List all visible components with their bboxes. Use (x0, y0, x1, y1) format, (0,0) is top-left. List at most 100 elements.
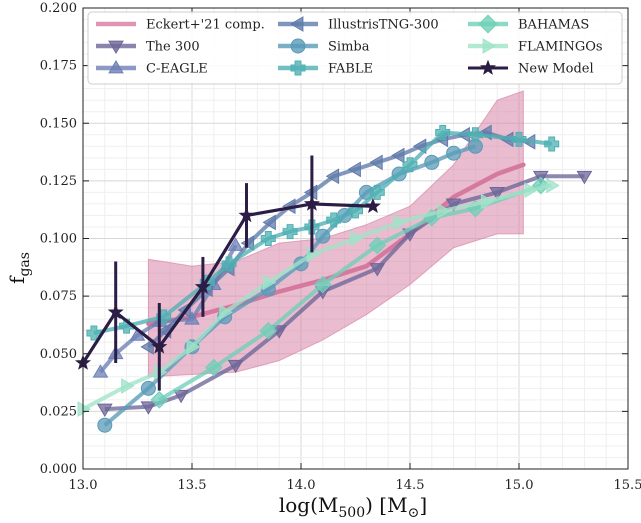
legend-label: C-EAGLE (146, 62, 208, 77)
point-illustristng-300 (140, 338, 154, 355)
point-flamingos (121, 378, 135, 394)
point-fable (221, 256, 237, 272)
point-new-model (303, 195, 320, 211)
legend-entry-the-300: The 300 (96, 40, 200, 55)
point-new-model (151, 338, 168, 354)
legend-swatch-marker (482, 38, 496, 54)
y-tick-label: 0.175 (40, 59, 77, 74)
legend-label: The 300 (146, 40, 200, 55)
point-illustristng-300 (369, 154, 383, 171)
point-fable (156, 309, 172, 325)
point-new-model (194, 278, 211, 294)
series-new-model (74, 155, 381, 391)
point-new-model (107, 303, 124, 320)
point-the-300 (173, 389, 189, 404)
point-new-model (238, 207, 255, 223)
legend-label: Eckert+'21 comp. (146, 18, 265, 33)
point-illustristng-300 (391, 147, 405, 164)
legend-swatch-marker (478, 14, 498, 34)
series-line-fable (93, 130, 552, 335)
legend-swatch-marker (290, 60, 306, 76)
legend-entry-c-eagle: C-EAGLE (96, 60, 208, 77)
legend-swatch-marker (108, 40, 124, 54)
band-median-line (146, 162, 526, 327)
point-bahamas (313, 275, 332, 294)
x-tick-label: 15.5 (614, 478, 641, 493)
legend-entry-new-model: New Model (468, 59, 594, 77)
point-illustristng-300 (347, 161, 361, 178)
point-the-300 (96, 403, 113, 418)
point-fable (511, 131, 527, 147)
legend-swatch-marker (479, 59, 497, 75)
point-simba (424, 154, 440, 170)
point-fable (348, 203, 363, 219)
point-simba (446, 145, 462, 161)
point-simba (315, 228, 331, 244)
point-the-300 (576, 170, 593, 185)
series-the-300 (96, 170, 593, 418)
legend-label: BAHAMAS (518, 18, 589, 33)
point-flamingos (262, 274, 277, 291)
y-tick-label: 0.150 (40, 116, 77, 131)
point-new-model (364, 197, 381, 214)
point-the-300 (445, 198, 462, 212)
ticks: 13.0 13.5 14.0 14.5 15.0 15.5 0.000 0.025 0.050 0… (40, 1, 641, 493)
point-fable (282, 224, 298, 240)
legend-entry-simba: Simba (278, 38, 370, 55)
point-the-300 (140, 401, 157, 415)
x-tick-label: 13.5 (178, 478, 207, 493)
y-tick-label: 0.100 (40, 232, 77, 247)
point-fable (326, 212, 342, 228)
point-simba (140, 380, 156, 396)
legend-swatch-marker (108, 60, 124, 74)
point-fable (402, 157, 418, 173)
point-fable (260, 231, 276, 246)
y-tick-label: 0.200 (40, 1, 77, 16)
y-tick-label: 0.075 (40, 289, 77, 304)
point-flamingos (546, 177, 560, 194)
y-tick-label: 0.000 (40, 462, 77, 477)
point-flamingos (393, 214, 408, 231)
point-c-eagle (184, 311, 200, 325)
point-simba (97, 417, 113, 433)
x-tick-label: 14.5 (396, 478, 425, 493)
legend-label: IllustrisTNG-300 (328, 18, 439, 33)
point-fable (435, 124, 451, 140)
x-tick-label: 13.0 (69, 478, 98, 493)
point-illustristng-300 (262, 214, 276, 231)
point-fable (369, 184, 385, 200)
point-bahamas (259, 321, 278, 340)
legend-entry-eckert-21-comp-: Eckert+'21 comp. (96, 18, 265, 33)
point-flamingos (480, 193, 495, 210)
point-c-eagle (227, 237, 244, 251)
legend-label: New Model (518, 62, 594, 77)
point-fable (467, 127, 483, 143)
legend-swatch-marker (290, 38, 306, 54)
point-flamingos (437, 202, 451, 219)
point-the-300 (489, 187, 506, 201)
point-bahamas (150, 391, 169, 409)
legend-entry-illustristng-300: IllustrisTNG-300 (278, 16, 439, 33)
point-flamingos (350, 230, 364, 247)
point-flamingos (219, 304, 233, 321)
point-fable (544, 136, 560, 152)
point-flamingos (186, 338, 200, 355)
point-flamingos (77, 401, 91, 417)
legend-label: FLAMINGOs (518, 40, 603, 55)
y-axis-label: fgas (5, 252, 33, 284)
y-tick-label: 0.025 (40, 404, 77, 419)
point-the-300 (369, 263, 386, 277)
series-layer (74, 124, 593, 433)
point-flamingos (524, 182, 538, 198)
point-c-eagle (92, 364, 109, 378)
legend-entry-flamingos: FLAMINGOs (468, 38, 603, 55)
point-bahamas (368, 236, 387, 255)
y-tick-label: 0.125 (40, 174, 77, 189)
legend-swatch-marker (290, 16, 304, 32)
legend-label: Simba (328, 40, 370, 55)
x-tick-label: 15.0 (505, 478, 534, 493)
series-line-the-300 (104, 174, 585, 412)
point-illustristng-300 (325, 168, 340, 185)
legend: Eckert+'21 comp. The 300 C-EAGLE IllustrisT… (87, 11, 623, 85)
point-bahamas (204, 358, 223, 377)
